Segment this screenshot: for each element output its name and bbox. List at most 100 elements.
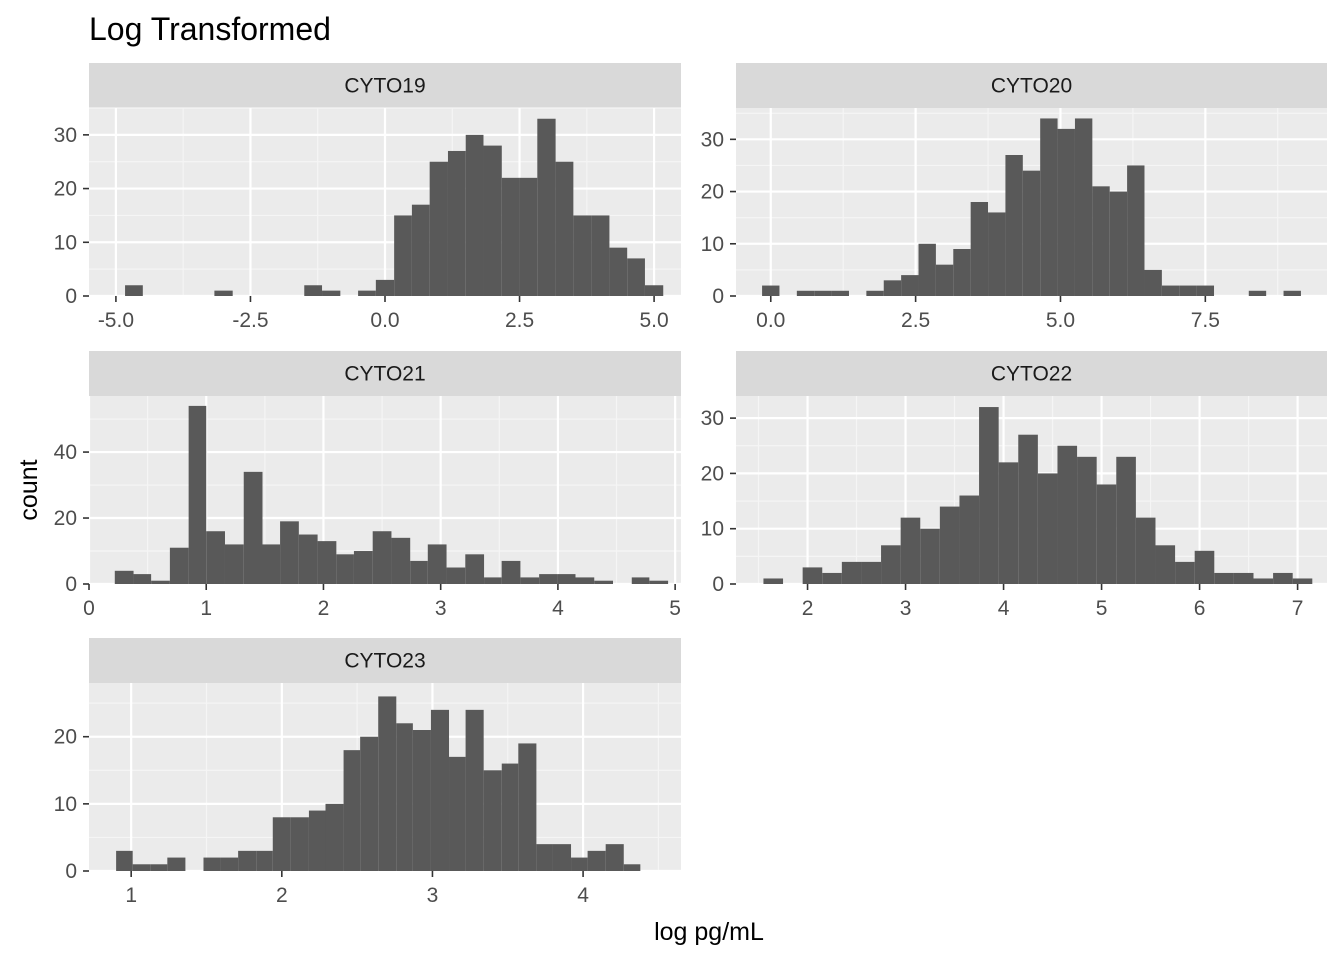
histogram-bar xyxy=(220,857,239,871)
histogram-bar xyxy=(1175,561,1195,584)
histogram-bar xyxy=(360,736,379,871)
facet-strip-label: CYTO19 xyxy=(344,75,425,98)
histogram-bar xyxy=(552,844,572,871)
x-tick-label: 2 xyxy=(276,884,288,907)
x-tick-label: 0 xyxy=(83,597,95,620)
histogram-bar xyxy=(831,290,849,296)
histogram-bar xyxy=(571,857,588,871)
histogram-bar xyxy=(132,864,151,871)
facet-strip xyxy=(736,351,1327,396)
histogram-bar xyxy=(1144,269,1162,296)
histogram-bar xyxy=(762,285,780,296)
histogram-bar xyxy=(935,264,954,296)
y-tick-label: 20 xyxy=(54,726,77,749)
histogram-bar xyxy=(447,150,466,296)
histogram-bar xyxy=(1057,445,1078,584)
histogram-bar xyxy=(1037,473,1058,584)
x-tick-label: -2.5 xyxy=(232,309,268,332)
histogram-bar xyxy=(465,134,484,296)
histogram-bar xyxy=(262,544,281,584)
histogram-bar xyxy=(429,161,448,296)
y-tick-label: 30 xyxy=(701,407,724,430)
histogram-bar xyxy=(238,850,257,871)
histogram-bar xyxy=(520,577,540,584)
histogram-bar xyxy=(203,857,221,871)
histogram-bar xyxy=(998,462,1019,584)
histogram-bar xyxy=(465,554,485,584)
histogram-bar xyxy=(446,567,466,584)
histogram-bar xyxy=(587,850,606,871)
histogram-bar xyxy=(959,495,980,584)
x-tick-label: 2 xyxy=(802,597,814,620)
x-tick-label: 2 xyxy=(318,597,330,620)
histogram-bar xyxy=(539,574,558,584)
histogram-bar xyxy=(822,572,842,584)
histogram-bar xyxy=(114,570,134,584)
histogram-bar xyxy=(501,560,521,584)
histogram-bar xyxy=(555,161,574,296)
histogram-bar xyxy=(814,290,832,296)
histogram-bar xyxy=(501,177,520,296)
histogram-bar xyxy=(378,696,397,871)
facet-strip xyxy=(89,638,681,683)
histogram-bar xyxy=(1292,578,1313,584)
facet-cyto23: CYTO23 1 2 3 4 0 10 20 xyxy=(54,638,681,907)
histogram-bar xyxy=(125,285,143,296)
histogram-bar xyxy=(412,730,431,871)
histogram-bar xyxy=(1194,550,1215,584)
x-tick-label: 5.0 xyxy=(1046,309,1075,332)
histogram-bar xyxy=(1116,456,1136,584)
histogram-bar xyxy=(336,554,354,584)
facet-strip-label: CYTO23 xyxy=(344,650,425,673)
histogram-bar xyxy=(410,560,428,584)
y-tick-label: 0 xyxy=(65,573,77,596)
x-tick-label: 4 xyxy=(552,597,564,620)
histogram-bar xyxy=(243,471,263,584)
histogram-bar xyxy=(358,290,376,296)
histogram-bar xyxy=(1040,118,1058,296)
histogram-bar xyxy=(375,279,395,296)
histogram-bar xyxy=(519,177,538,296)
y-tick-label: 0 xyxy=(712,573,724,596)
histogram-bar xyxy=(631,577,650,584)
x-tick-label: 7 xyxy=(1292,597,1304,620)
histogram-bar xyxy=(763,578,784,584)
y-tick-label: 40 xyxy=(54,441,77,464)
y-axis-title: count xyxy=(15,459,43,520)
facet-cyto21: CYTO21 0 1 2 3 4 5 0 20 40 xyxy=(54,351,681,620)
histogram-bar xyxy=(188,405,207,584)
histogram-bar xyxy=(1161,285,1180,296)
histogram-bar xyxy=(372,531,392,584)
histogram-bar xyxy=(1283,290,1301,296)
histogram-bar xyxy=(427,544,447,584)
x-tick-label: 7.5 xyxy=(1191,309,1220,332)
histogram-bar xyxy=(322,290,341,296)
histogram-bar xyxy=(1179,285,1197,296)
histogram-bar xyxy=(1127,165,1145,296)
facet-cyto19: CYTO19 -5.0 -2.5 0.0 2.5 5.0 0 10 20 30 xyxy=(54,63,681,332)
histogram-bar xyxy=(150,864,168,871)
x-tick-label: 3 xyxy=(900,597,912,620)
y-tick-label: 10 xyxy=(54,231,77,254)
histogram-bar xyxy=(343,750,361,871)
x-tick-label: 0.0 xyxy=(756,309,785,332)
x-tick-label: 1 xyxy=(125,884,137,907)
histogram-bar xyxy=(1074,118,1093,296)
y-tick-label: 20 xyxy=(701,181,724,204)
histogram-bar xyxy=(1018,434,1038,584)
x-axis-title: log pg/mL xyxy=(654,918,764,946)
histogram-bar xyxy=(206,531,225,584)
histogram-bar xyxy=(1022,170,1041,296)
histogram-bar xyxy=(391,537,411,584)
histogram-bar xyxy=(465,709,484,871)
histogram-bar xyxy=(557,574,576,584)
histogram-bar xyxy=(1135,517,1156,584)
histogram-bar xyxy=(133,574,152,584)
histogram-bar xyxy=(970,202,989,296)
histogram-bar xyxy=(290,817,309,871)
histogram-bar xyxy=(918,243,936,296)
facet-strip xyxy=(89,351,681,396)
histogram-bar xyxy=(353,551,373,584)
y-tick-label: 20 xyxy=(701,462,724,485)
